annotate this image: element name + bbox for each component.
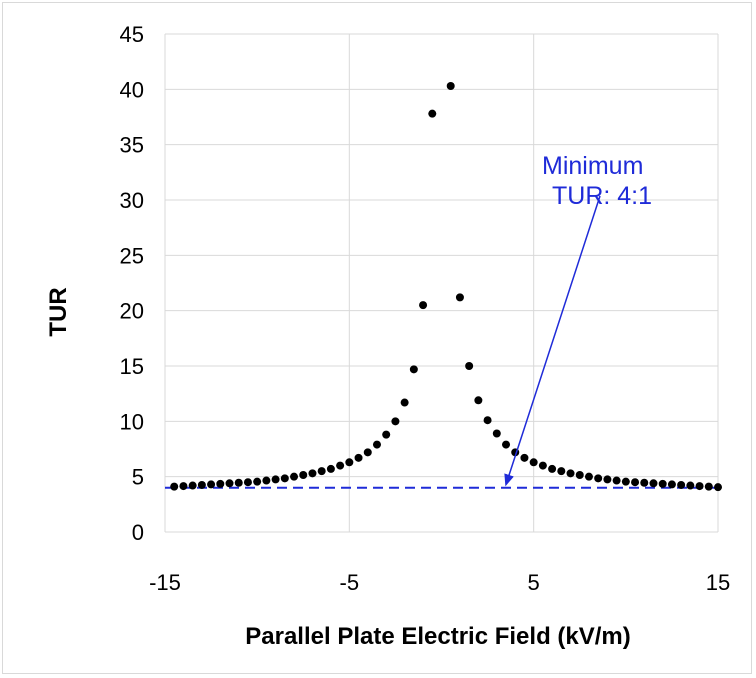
data-point-38 (529, 458, 538, 467)
gridlines (164, 33, 719, 533)
annotation-line-1: Minimum (542, 152, 643, 180)
data-point-52 (658, 479, 667, 488)
data-point-28 (428, 109, 437, 118)
data-point-6 (225, 479, 234, 488)
data-points (170, 82, 722, 492)
y-axis-label: TUR (45, 287, 72, 336)
data-point-4 (207, 480, 216, 489)
data-point-25 (400, 398, 409, 407)
y-tick-label-3: 15 (120, 354, 144, 379)
data-point-15 (308, 469, 317, 478)
x-tick-label-3: 15 (706, 570, 730, 595)
data-point-5 (216, 479, 225, 488)
data-point-1 (179, 482, 188, 491)
data-point-0 (170, 482, 179, 491)
data-point-18 (336, 461, 345, 470)
data-point-11 (271, 475, 280, 484)
data-point-34 (492, 429, 501, 438)
data-point-20 (354, 453, 363, 462)
annotation-arrow (504, 195, 601, 487)
data-point-40 (548, 464, 557, 473)
x-axis-label: Parallel Plate Electric Field (kV/m) (245, 623, 631, 650)
data-point-43 (575, 471, 584, 480)
y-tick-label-6: 30 (120, 188, 144, 213)
data-point-42 (566, 469, 575, 478)
data-point-12 (280, 474, 289, 483)
data-point-47 (612, 476, 621, 485)
y-tick-label-5: 25 (120, 243, 144, 268)
data-point-35 (502, 440, 511, 449)
data-point-44 (584, 472, 593, 481)
y-tick-label-1: 5 (132, 465, 144, 490)
data-point-58 (714, 483, 722, 492)
annotation: Minimum TUR: 4:1 (504, 152, 652, 487)
data-point-46 (603, 475, 612, 484)
data-point-9 (253, 477, 262, 486)
data-point-16 (317, 467, 326, 476)
x-tick-label-2: 5 (528, 570, 540, 595)
y-tick-label-2: 10 (120, 409, 144, 434)
data-point-13 (290, 472, 299, 481)
y-tick-label-4: 20 (120, 299, 144, 324)
data-point-30 (455, 293, 464, 302)
data-point-50 (640, 478, 649, 487)
data-point-55 (686, 481, 695, 490)
data-point-17 (326, 464, 335, 473)
data-point-45 (594, 474, 603, 483)
data-point-24 (391, 417, 400, 426)
data-point-19 (345, 458, 354, 467)
y-tick-label-7: 35 (120, 133, 144, 158)
data-point-2 (188, 481, 197, 490)
data-point-22 (372, 440, 381, 449)
y-tick-label-0: 0 (132, 520, 144, 545)
data-point-33 (483, 416, 492, 425)
data-point-56 (695, 482, 704, 491)
data-point-53 (667, 480, 676, 489)
data-point-27 (419, 301, 428, 310)
data-point-37 (520, 453, 529, 462)
data-point-23 (382, 430, 391, 439)
y-tick-label-8: 40 (120, 77, 144, 102)
data-point-10 (262, 476, 271, 485)
data-point-7 (234, 478, 243, 487)
data-point-41 (557, 467, 566, 476)
data-point-54 (677, 480, 686, 489)
data-point-39 (538, 461, 547, 470)
x-tick-labels: -15 -5 5 15 (149, 570, 730, 595)
data-point-26 (409, 365, 418, 374)
data-point-29 (446, 82, 455, 91)
data-point-32 (474, 396, 483, 405)
data-point-14 (299, 471, 308, 480)
data-point-31 (465, 362, 474, 370)
data-point-3 (197, 480, 206, 489)
data-point-48 (621, 477, 630, 486)
data-point-21 (363, 448, 372, 457)
x-tick-label-0: -15 (149, 570, 181, 595)
y-tick-labels: 0 5 10 15 20 25 30 35 40 45 (120, 22, 144, 545)
x-tick-label-1: -5 (340, 570, 360, 595)
y-tick-label-9: 45 (120, 22, 144, 47)
data-point-57 (704, 482, 713, 491)
data-point-51 (649, 479, 658, 488)
annotation-line-2: TUR: 4:1 (552, 182, 652, 210)
data-point-8 (243, 478, 252, 487)
data-point-49 (631, 478, 640, 487)
